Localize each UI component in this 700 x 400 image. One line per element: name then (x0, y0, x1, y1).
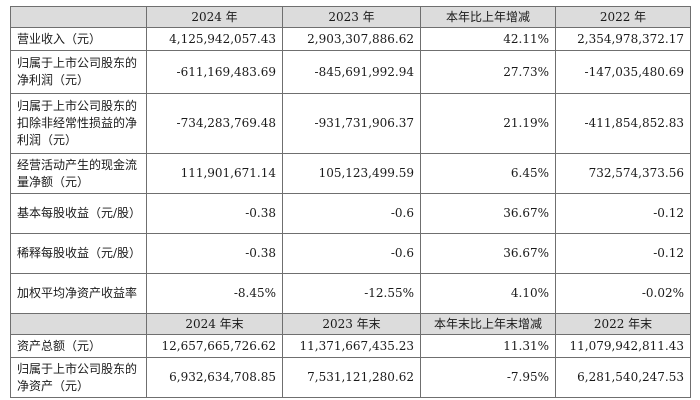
value-2023: 105,123,499.59 (282, 153, 421, 194)
table-row-diluted-eps: 稀释每股收益（元/股） -0.38 -0.6 36.67% -0.12 (10, 233, 691, 274)
row-label: 归属于上市公司股东的净利润（元） (10, 50, 147, 94)
table-row-net-profit-deducted: 归属于上市公司股东的扣除非经常性损益的净利润（元） -734,283,769.4… (10, 93, 691, 154)
value-2024: -0.38 (146, 193, 283, 234)
header-cell-blank (10, 6, 147, 28)
table-row-operating-cash-flow: 经营活动产生的现金流量净额（元） 111,901,671.14 105,123,… (10, 153, 691, 194)
value-change: 6.45% (420, 153, 556, 194)
header-cell-2024-end: 2024 年末 (146, 313, 283, 335)
table-row-net-assets: 归属于上市公司股东的净资产（元） 6,932,634,708.85 7,531,… (10, 357, 691, 398)
table-row-revenue: 营业收入（元） 4,125,942,057.43 2,903,307,886.6… (10, 27, 691, 51)
table-row-net-profit: 归属于上市公司股东的净利润（元） -611,169,483.69 -845,69… (10, 50, 691, 94)
value-2024: -611,169,483.69 (146, 50, 283, 94)
row-label: 加权平均净资产收益率 (10, 273, 147, 314)
value-2023: -0.6 (282, 233, 421, 274)
value-change-end: -7.95% (420, 357, 556, 398)
header-cell-2022-end: 2022 年末 (555, 313, 691, 335)
row-label: 营业收入（元） (10, 27, 147, 51)
value-2024: -734,283,769.48 (146, 93, 283, 154)
row-label: 基本每股收益（元/股） (10, 193, 147, 234)
value-2022: 2,354,978,372.17 (555, 27, 691, 51)
header-cell-change-end: 本年末比上年末增减 (420, 313, 556, 335)
value-change: 36.67% (420, 193, 556, 234)
row-label: 稀释每股收益（元/股） (10, 233, 147, 274)
value-change: 27.73% (420, 50, 556, 94)
value-2024: -0.38 (146, 233, 283, 274)
financial-table-container: 2024 年 2023 年 本年比上年增减 2022 年 营业收入（元） 4,1… (10, 6, 691, 398)
value-2022: -0.02% (555, 273, 691, 314)
value-2024: 111,901,671.14 (146, 153, 283, 194)
header-cell-2023-end: 2023 年末 (282, 313, 421, 335)
value-2024-end: 6,932,634,708.85 (146, 357, 283, 398)
value-2024: -8.45% (146, 273, 283, 314)
value-2022: -0.12 (555, 233, 691, 274)
value-change-end: 11.31% (420, 334, 556, 358)
financial-summary-table: 2024 年 2023 年 本年比上年增减 2022 年 营业收入（元） 4,1… (10, 6, 691, 398)
value-2023-end: 7,531,121,280.62 (282, 357, 421, 398)
table-row-roe: 加权平均净资产收益率 -8.45% -12.55% 4.10% -0.02% (10, 273, 691, 314)
value-2022: -147,035,480.69 (555, 50, 691, 94)
table-row-total-assets: 资产总额（元） 12,657,665,726.62 11,371,667,435… (10, 334, 691, 358)
header-cell-2024: 2024 年 (146, 6, 283, 28)
value-2024-end: 12,657,665,726.62 (146, 334, 283, 358)
row-label: 经营活动产生的现金流量净额（元） (10, 153, 147, 194)
table-row-basic-eps: 基本每股收益（元/股） -0.38 -0.6 36.67% -0.12 (10, 193, 691, 234)
header-cell-change: 本年比上年增减 (420, 6, 556, 28)
value-2022: -411,854,852.83 (555, 93, 691, 154)
value-change: 36.67% (420, 233, 556, 274)
value-2022: 732,574,373.56 (555, 153, 691, 194)
value-2023: -0.6 (282, 193, 421, 234)
row-label: 资产总额（元） (10, 334, 147, 358)
value-2023: -845,691,992.94 (282, 50, 421, 94)
value-2024: 4,125,942,057.43 (146, 27, 283, 51)
header-cell-2022: 2022 年 (555, 6, 691, 28)
row-label: 归属于上市公司股东的净资产（元） (10, 357, 147, 398)
value-change: 42.11% (420, 27, 556, 51)
value-2022-end: 6,281,540,247.53 (555, 357, 691, 398)
value-2023: 2,903,307,886.62 (282, 27, 421, 51)
header-cell-2023: 2023 年 (282, 6, 421, 28)
value-2022: -0.12 (555, 193, 691, 234)
value-2023: -931,731,906.37 (282, 93, 421, 154)
header-row-year-end: 2024 年末 2023 年末 本年末比上年末增减 2022 年末 (10, 313, 691, 335)
value-2023: -12.55% (282, 273, 421, 314)
header-row-annual: 2024 年 2023 年 本年比上年增减 2022 年 (10, 6, 691, 28)
header-cell-blank (10, 313, 147, 335)
value-change: 4.10% (420, 273, 556, 314)
row-label: 归属于上市公司股东的扣除非经常性损益的净利润（元） (10, 93, 147, 154)
value-2023-end: 11,371,667,435.23 (282, 334, 421, 358)
value-change: 21.19% (420, 93, 556, 154)
value-2022-end: 11,079,942,811.43 (555, 334, 691, 358)
